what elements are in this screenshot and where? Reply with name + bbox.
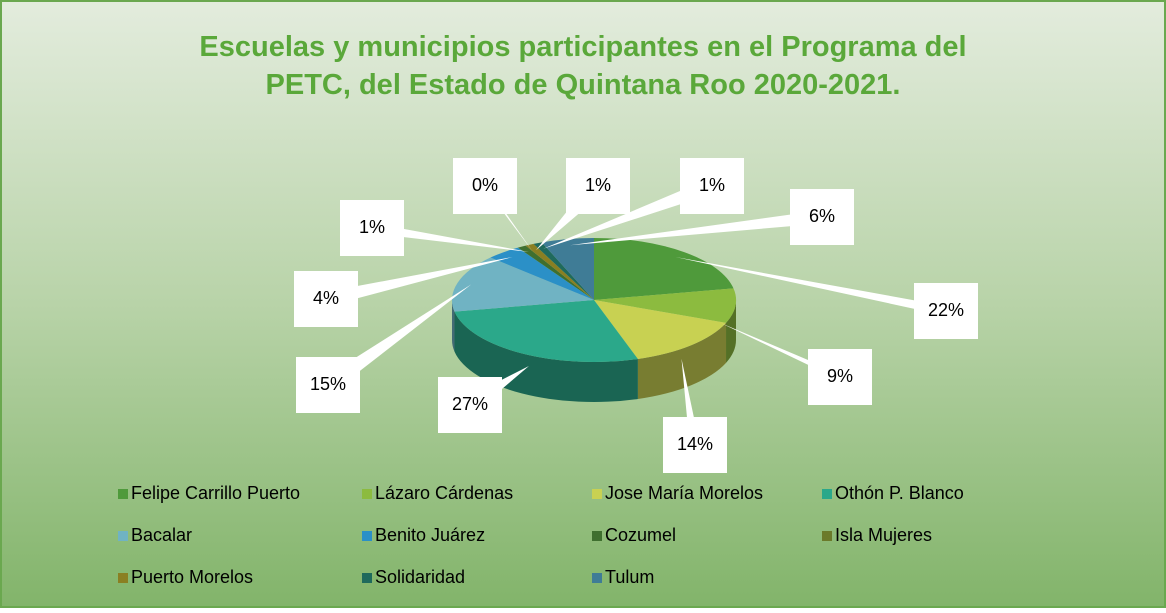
pie-slice [594, 288, 737, 323]
pie-slice [541, 238, 594, 300]
legend-label: Othón P. Blanco [835, 483, 964, 503]
pie-slice [451, 257, 594, 312]
data-label-box [296, 357, 360, 413]
legend-swatch [592, 573, 602, 583]
legend-swatch [118, 573, 128, 583]
data-label-box [680, 158, 744, 214]
legend-swatch [118, 489, 128, 499]
data-label-box [340, 200, 404, 256]
callout-leader [320, 257, 513, 305]
data-label: 9% [827, 366, 853, 386]
legend-swatch [362, 489, 372, 499]
legend-swatch [362, 573, 372, 583]
data-label: 4% [313, 288, 339, 308]
data-label: 14% [677, 434, 713, 454]
legend-swatch [118, 531, 128, 541]
slice-side [637, 322, 727, 399]
data-label: 1% [699, 175, 725, 195]
data-label: 0% [472, 175, 498, 195]
callout-leader [675, 257, 952, 317]
data-label-box [790, 189, 854, 245]
data-label-box [808, 349, 872, 405]
data-label-box [663, 417, 727, 473]
data-label: 15% [310, 374, 346, 394]
legend-label: Puerto Morelos [131, 567, 253, 587]
legend-label: Isla Mujeres [835, 525, 932, 545]
data-label: 27% [452, 394, 488, 414]
legend-label: Tulum [605, 567, 654, 587]
slice-side [452, 300, 455, 352]
slice-side [726, 300, 736, 363]
pie-slice [517, 245, 594, 300]
data-label: 1% [359, 217, 385, 237]
legend-label: Benito Juárez [375, 525, 485, 545]
pie-slice [490, 247, 594, 300]
legend-swatch [592, 489, 602, 499]
data-label: 6% [809, 206, 835, 226]
legend-swatch [822, 531, 832, 541]
legend-label: Jose María Morelos [605, 483, 763, 503]
pie-slice [594, 238, 734, 300]
legend-label: Solidaridad [375, 567, 465, 587]
data-label: 22% [928, 300, 964, 320]
pie-slice [454, 300, 638, 363]
legend-swatch [362, 531, 372, 541]
pie-slice [533, 242, 594, 300]
data-label-box [294, 271, 358, 327]
legend-label: Bacalar [131, 525, 192, 545]
legend-swatch [822, 489, 832, 499]
callout-leader [366, 222, 529, 252]
legend-label: Lázaro Cárdenas [375, 483, 513, 503]
data-label-box [914, 283, 978, 339]
legend-label: Felipe Carrillo Puerto [131, 483, 300, 503]
callout-leader [543, 180, 718, 249]
data-label: 1% [585, 175, 611, 195]
pie-slice [594, 300, 727, 359]
pie-slice [525, 243, 594, 300]
callout-leader [570, 211, 828, 246]
legend-label: Cozumel [605, 525, 676, 545]
data-label-box [566, 158, 630, 214]
data-label-box [453, 158, 517, 214]
legend-swatch [592, 531, 602, 541]
chart-title: Escuelas y municipios participantes en e… [199, 31, 966, 101]
data-label-box [438, 377, 502, 433]
